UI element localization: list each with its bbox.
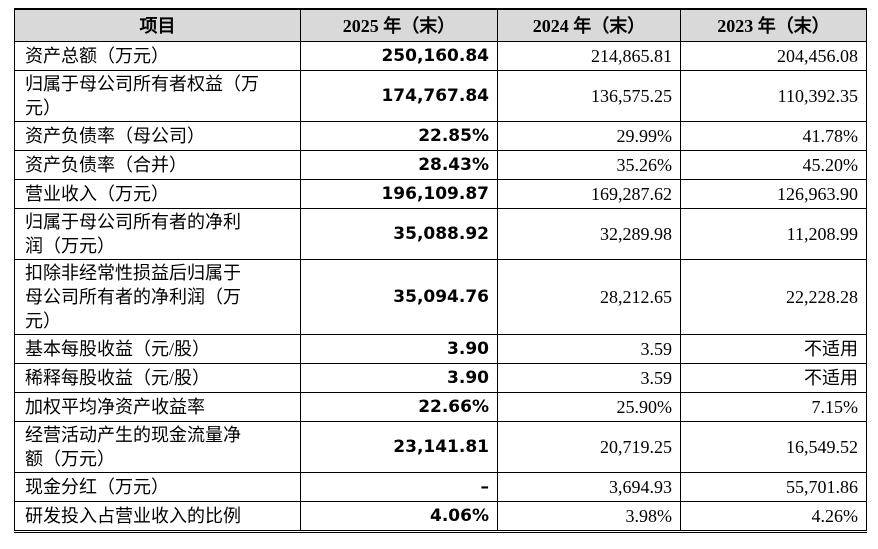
value-cell: 3,694.93	[497, 472, 681, 502]
value-cell: 3.98%	[497, 501, 681, 533]
table-row: 稀释每股收益（元/股） 3.90 3.59 不适用	[14, 363, 867, 393]
row-label: 归属于母公司所有者的净利 润（万元）	[14, 208, 301, 260]
value-cell: 32,289.98	[497, 208, 681, 260]
table-row: 营业收入（万元） 196,109.87 169,287.62 126,963.90	[14, 179, 867, 209]
value-cell: 196,109.87	[300, 179, 498, 209]
header-cell: 2024 年（末）	[497, 8, 681, 42]
row-label: 归属于母公司所有者权益（万 元）	[14, 70, 301, 122]
row-label: 现金分红（万元）	[14, 472, 301, 502]
value-cell: 110,392.35	[680, 70, 867, 122]
row-label: 营业收入（万元）	[14, 179, 301, 209]
label-line: 研发投入占营业收入的比例	[25, 506, 241, 526]
value-cell: 不适用	[680, 363, 867, 393]
value-cell: 174,767.84	[300, 70, 498, 122]
row-label: 加权平均净资产收益率	[14, 392, 301, 422]
value-cell: 55,701.86	[680, 472, 867, 502]
label-line: 元）	[25, 311, 61, 331]
table-row: 资产总额（万元） 250,160.84 214,865.81 204,456.08	[14, 41, 867, 71]
row-label: 经营活动产生的现金流量净 额（万元）	[14, 421, 301, 473]
table-row: 归属于母公司所有者的净利 润（万元） 35,088.92 32,289.98 11,20…	[14, 208, 867, 260]
value-cell: 136,575.25	[497, 70, 681, 122]
table-body: 项目 2025 年（末） 2024 年（末） 2023 年（末） 资产总额（万元） 250…	[14, 8, 867, 533]
label-line: 归属于母公司所有者权益（万	[25, 74, 259, 94]
table-row: 经营活动产生的现金流量净 额（万元） 23,141.81 20,719.25 16,54…	[14, 421, 867, 473]
value-cell: 28,212.65	[497, 259, 681, 335]
value-cell: 23,141.81	[300, 421, 498, 473]
row-label: 资产负债率（合并）	[14, 150, 301, 180]
label-line: 润（万元）	[25, 236, 115, 256]
label-line: 元）	[25, 98, 61, 118]
header-cell: 2025 年（末）	[300, 8, 498, 42]
row-label: 研发投入占营业收入的比例	[14, 501, 301, 533]
label-line: 资产负债率（合并）	[25, 155, 187, 175]
label-line: 经营活动产生的现金流量净	[25, 425, 241, 445]
label-line: 母公司所有者的净利润（万	[25, 287, 241, 307]
value-cell: 35.26%	[497, 150, 681, 180]
value-cell: 28.43%	[300, 150, 498, 180]
label-line: 资产负债率（母公司）	[25, 126, 205, 146]
label-line: 现金分红（万元）	[25, 477, 169, 497]
value-cell: 3.90	[300, 334, 498, 364]
table-row: 加权平均净资产收益率 22.66% 25.90% 7.15%	[14, 392, 867, 422]
value-cell: 204,456.08	[680, 41, 867, 71]
label-line: 额（万元）	[25, 449, 115, 469]
label-line: 稀释每股收益（元/股）	[25, 368, 210, 388]
table-row: 基本每股收益（元/股） 3.90 3.59 不适用	[14, 334, 867, 364]
value-cell: 35,094.76	[300, 259, 498, 335]
value-cell: 126,963.90	[680, 179, 867, 209]
row-label: 资产总额（万元）	[14, 41, 301, 71]
header-cell: 项目	[14, 8, 301, 42]
value-cell: –	[300, 472, 498, 502]
table-row: 资产负债率（合并） 28.43% 35.26% 45.20%	[14, 150, 867, 180]
value-cell: 22.66%	[300, 392, 498, 422]
table-row: 资产负债率（母公司） 22.85% 29.99% 41.78%	[14, 121, 867, 151]
value-cell: 169,287.62	[497, 179, 681, 209]
label-line: 基本每股收益（元/股）	[25, 339, 210, 359]
row-label: 基本每股收益（元/股）	[14, 334, 301, 364]
label-line: 加权平均净资产收益率	[25, 397, 205, 417]
row-label: 扣除非经常性损益后归属于 母公司所有者的净利润（万 元）	[14, 259, 301, 335]
header-row: 项目 2025 年（末） 2024 年（末） 2023 年（末）	[14, 8, 867, 42]
value-cell: 16,549.52	[680, 421, 867, 473]
row-label: 稀释每股收益（元/股）	[14, 363, 301, 393]
label-line: 资产总额（万元）	[25, 46, 169, 66]
value-cell: 11,208.99	[680, 208, 867, 260]
value-cell: 25.90%	[497, 392, 681, 422]
table-row: 现金分红（万元） –3,694.93 55,701.86	[14, 472, 867, 502]
data-table: 项目 2025 年（末） 2024 年（末） 2023 年（末） 资产总额（万元） 250…	[14, 8, 867, 533]
value-cell: 250,160.84	[300, 41, 498, 71]
header-cell: 2023 年（末）	[680, 8, 867, 42]
label-line: 归属于母公司所有者的净利	[25, 212, 241, 232]
value-cell: 7.15%	[680, 392, 867, 422]
value-cell: 4.26%	[680, 501, 867, 533]
value-cell: 3.59	[497, 363, 681, 393]
value-cell: 22.85%	[300, 121, 498, 151]
value-cell: 20,719.25	[497, 421, 681, 473]
value-cell: 22,228.28	[680, 259, 867, 335]
value-cell: 29.99%	[497, 121, 681, 151]
value-cell: 不适用	[680, 334, 867, 364]
value-cell: 3.59	[497, 334, 681, 364]
row-label: 资产负债率（母公司）	[14, 121, 301, 151]
value-cell: 35,088.92	[300, 208, 498, 260]
value-cell: 4.06%	[300, 501, 498, 533]
table-row: 归属于母公司所有者权益（万 元） 174,767.84 136,575.25 110,3…	[14, 70, 867, 122]
label-line: 营业收入（万元）	[25, 184, 169, 204]
value-cell: 3.90	[300, 363, 498, 393]
value-cell: 45.20%	[680, 150, 867, 180]
label-line: 扣除非经常性损益后归属于	[25, 263, 241, 283]
value-cell: 41.78%	[680, 121, 867, 151]
table-row: 研发投入占营业收入的比例 4.06% 3.98% 4.26%	[14, 501, 867, 533]
table-row: 扣除非经常性损益后归属于 母公司所有者的净利润（万 元） 35,094.76 28,21…	[14, 259, 867, 335]
value-cell: 214,865.81	[497, 41, 681, 71]
